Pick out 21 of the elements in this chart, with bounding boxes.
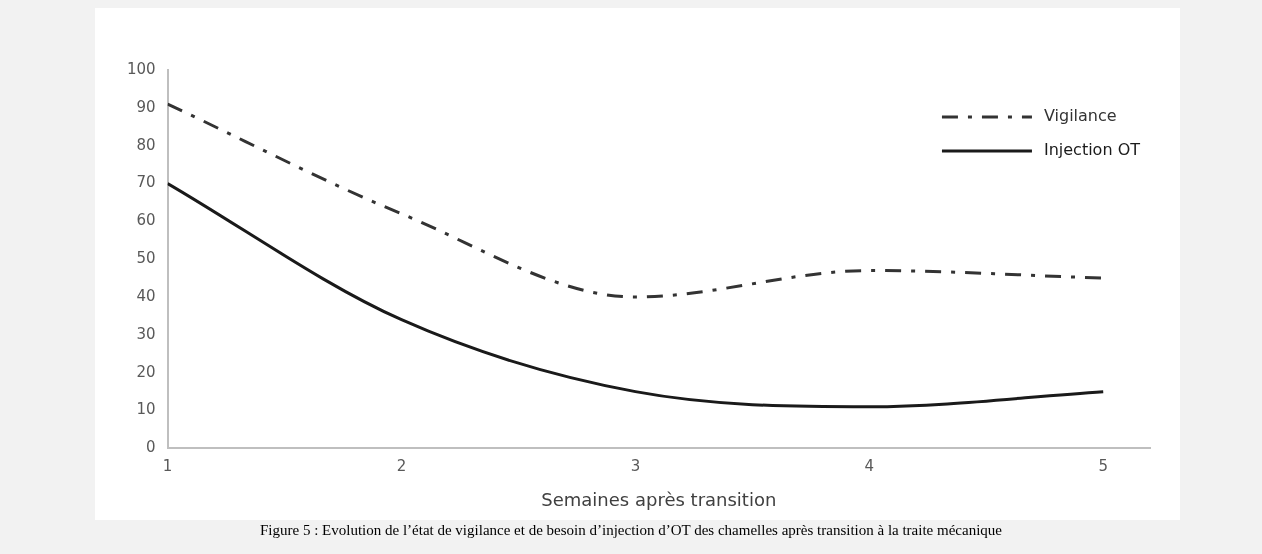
y-tick-label: 100 bbox=[126, 59, 156, 78]
y-tick-label: 90 bbox=[136, 97, 156, 116]
y-tick-label: 40 bbox=[136, 286, 156, 305]
x-tick-label: 2 bbox=[396, 457, 407, 476]
y-tick-label: 70 bbox=[136, 173, 156, 192]
y-tick-label: 20 bbox=[136, 362, 156, 381]
line-series bbox=[167, 182, 1105, 409]
y-tick-label: 80 bbox=[136, 135, 156, 154]
text: Vigilance bbox=[1043, 106, 1117, 126]
caption: Figure 5 : Evolution de l’état de vigilance et de besoin d’injection d’OT des chamelles après transition à la traite mécanique bbox=[259, 522, 1003, 539]
y-tick-label: 0 bbox=[146, 438, 156, 457]
x-axis-title: Semaines après transition bbox=[541, 488, 777, 510]
y-tick-label: 50 bbox=[136, 249, 156, 268]
x-tick-label: 4 bbox=[864, 457, 875, 476]
y-tick-label: 10 bbox=[136, 400, 156, 419]
x-tick-label: 1 bbox=[162, 457, 173, 476]
x-tick-label: 5 bbox=[1098, 457, 1108, 476]
y-tick-label: 60 bbox=[136, 211, 156, 230]
y-tick-label: 30 bbox=[136, 324, 156, 343]
text: Injection OT bbox=[1043, 140, 1141, 160]
x-tick-label: 3 bbox=[630, 457, 641, 476]
